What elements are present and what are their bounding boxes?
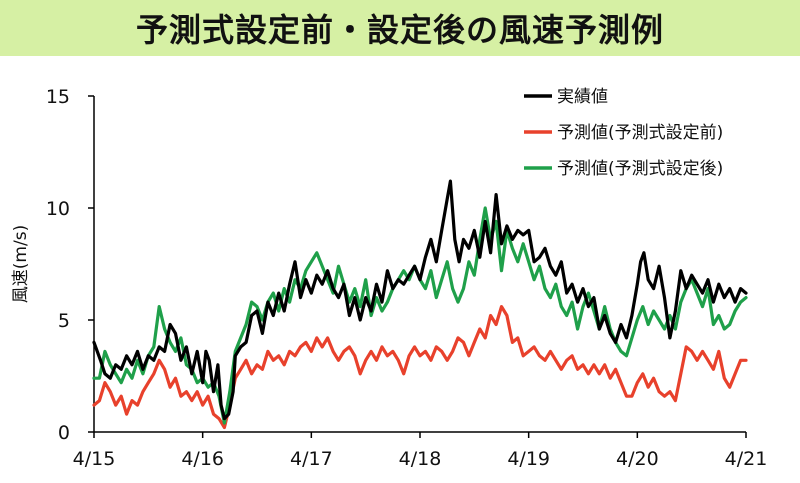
wind-speed-chart: 0 5 10 15 4/15 4/16 4/17 4/18 4/19 4/20 4/21 実績値予測… (11, 86, 768, 470)
legend-label-2: 予測値(予測式設定後) (557, 159, 723, 179)
x-tick-label: 4/19 (507, 448, 550, 470)
y-axis-label: 風速(m/s) (11, 225, 31, 303)
series-line-0 (92, 179, 748, 421)
chart-title: 予測式設定前・設定後の風速予測例 (135, 11, 664, 49)
y-tick-label: 5 (58, 310, 70, 332)
x-tick-label: 4/20 (616, 448, 659, 470)
series-layer (92, 179, 748, 430)
x-tick-label: 4/16 (181, 448, 224, 470)
legend-label-1: 予測値(予測式設定前) (557, 123, 723, 143)
x-tick-label: 4/15 (73, 448, 116, 470)
y-tick-label: 15 (46, 86, 70, 108)
x-tick-label: 4/17 (290, 448, 333, 470)
axes-layer: 0 5 10 15 4/15 4/16 4/17 4/18 4/19 4/20 4/21 (46, 86, 768, 470)
x-tick-label: 4/21 (725, 448, 768, 470)
y-tick-label: 0 (58, 422, 70, 444)
series-line-2 (92, 206, 748, 425)
x-tick-label: 4/18 (399, 448, 442, 470)
title-bar: 予測式設定前・設定後の風速予測例 (0, 0, 800, 56)
legend-label-0: 実績値 (557, 87, 608, 107)
series-line-1 (92, 305, 748, 430)
y-tick-label: 10 (46, 198, 70, 220)
